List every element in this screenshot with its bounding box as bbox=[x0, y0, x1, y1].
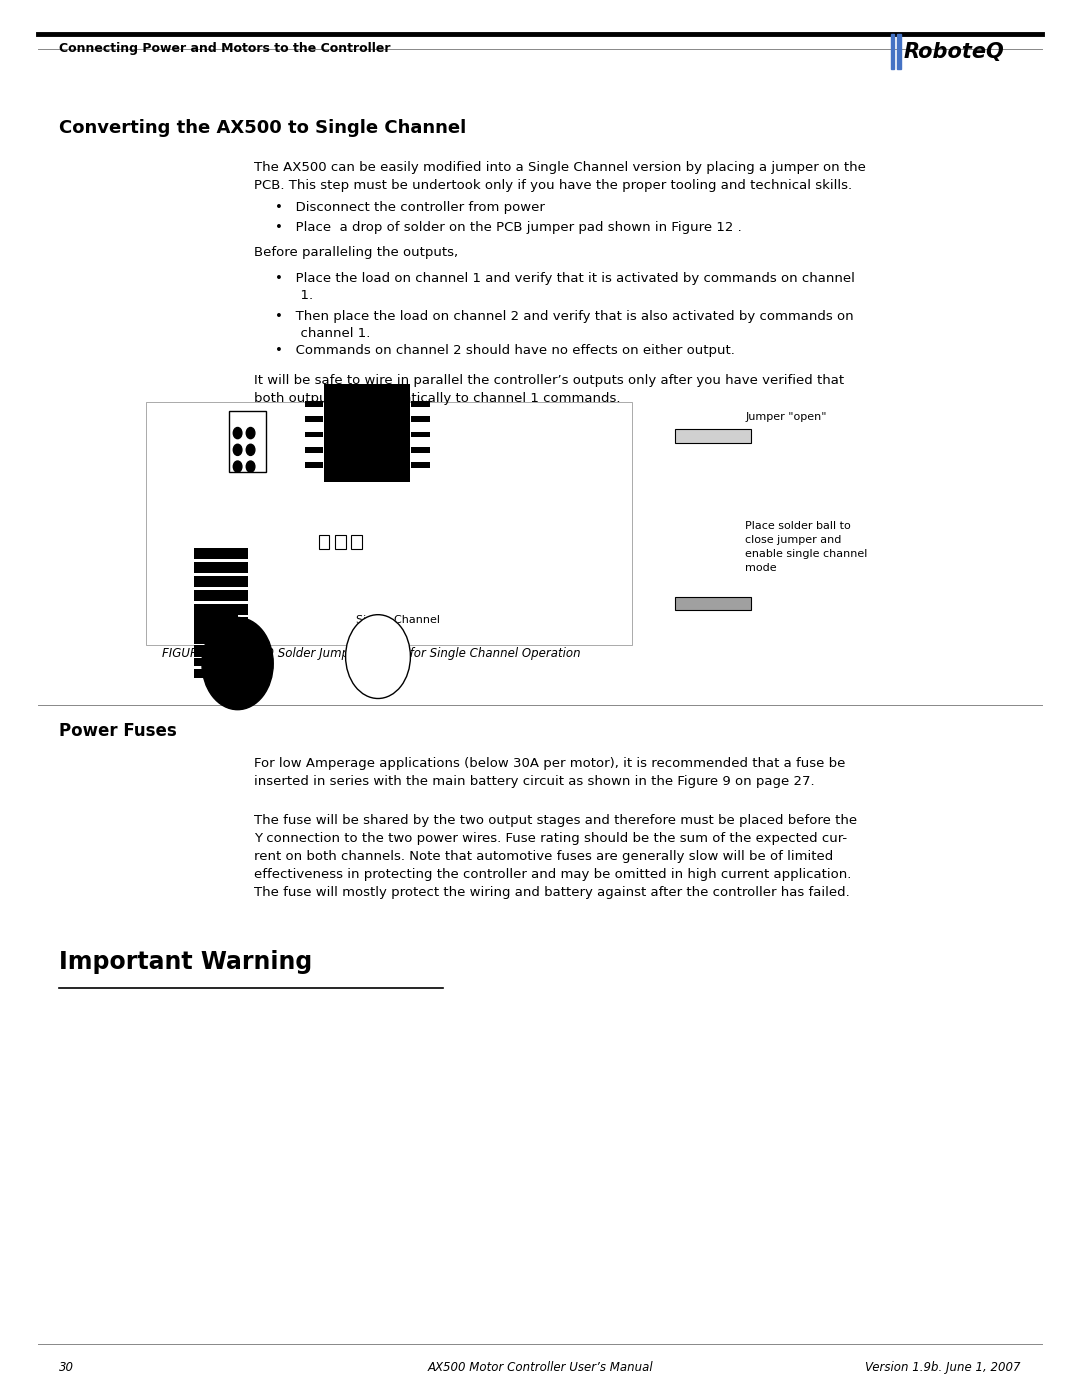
Text: Connecting Power and Motors to the Controller: Connecting Power and Motors to the Contr… bbox=[59, 42, 391, 56]
Text: •   Place the load on channel 1 and verify that it is activated by commands on c: • Place the load on channel 1 and verify… bbox=[275, 272, 855, 302]
Circle shape bbox=[246, 461, 255, 472]
Text: AX500 Motor Controller User’s Manual: AX500 Motor Controller User’s Manual bbox=[428, 1361, 652, 1373]
Bar bbox=[194, 576, 248, 587]
Bar bbox=[891, 35, 894, 68]
Bar bbox=[411, 462, 430, 468]
Bar bbox=[351, 535, 362, 549]
Bar bbox=[194, 548, 248, 559]
Bar bbox=[319, 535, 329, 549]
Circle shape bbox=[346, 615, 410, 698]
Bar bbox=[194, 645, 248, 657]
Bar bbox=[194, 624, 238, 633]
Bar bbox=[305, 432, 323, 437]
Text: Jumper "open": Jumper "open" bbox=[745, 412, 826, 422]
Text: RoboteQ: RoboteQ bbox=[904, 42, 1004, 61]
Bar bbox=[675, 597, 751, 610]
Bar bbox=[411, 432, 430, 437]
Bar bbox=[305, 401, 323, 407]
Bar bbox=[194, 590, 248, 601]
Text: Version 1.9b. June 1, 2007: Version 1.9b. June 1, 2007 bbox=[865, 1361, 1021, 1373]
Text: Before paralleling the outputs,: Before paralleling the outputs, bbox=[254, 246, 458, 258]
Bar bbox=[305, 416, 323, 422]
Text: Power Fuses: Power Fuses bbox=[59, 722, 177, 740]
Bar bbox=[411, 447, 430, 453]
FancyBboxPatch shape bbox=[146, 402, 632, 645]
Circle shape bbox=[233, 444, 242, 455]
Text: Single Channel: Single Channel bbox=[356, 615, 441, 624]
Text: Important Warning: Important Warning bbox=[59, 950, 312, 974]
Text: It will be safe to wire in parallel the controller’s outputs only after you have: It will be safe to wire in parallel the … bbox=[254, 374, 843, 405]
Circle shape bbox=[202, 617, 273, 710]
Bar bbox=[194, 562, 248, 573]
Bar bbox=[194, 669, 238, 678]
Circle shape bbox=[246, 427, 255, 439]
Bar bbox=[229, 411, 266, 472]
Bar bbox=[335, 535, 346, 549]
Text: 30: 30 bbox=[59, 1361, 75, 1373]
Bar bbox=[194, 617, 248, 629]
Bar bbox=[194, 631, 248, 643]
Text: •   Commands on channel 2 should have no effects on either output.: • Commands on channel 2 should have no e… bbox=[275, 344, 735, 356]
Text: •   Then place the load on channel 2 and verify that is also activated by comman: • Then place the load on channel 2 and v… bbox=[275, 310, 854, 339]
Bar bbox=[897, 35, 901, 68]
Bar bbox=[305, 462, 323, 468]
Bar bbox=[194, 647, 238, 655]
Bar bbox=[194, 658, 238, 666]
Text: •   Disconnect the controller from power: • Disconnect the controller from power bbox=[275, 201, 545, 214]
Text: For low Amperage applications (below 30A per motor), it is recommended that a fu: For low Amperage applications (below 30A… bbox=[254, 757, 846, 788]
Bar bbox=[324, 384, 410, 482]
Text: The fuse will be shared by the two output stages and therefore must be placed be: The fuse will be shared by the two outpu… bbox=[254, 814, 856, 900]
Circle shape bbox=[233, 461, 242, 472]
Text: •   Place  a drop of solder on the PCB jumper pad shown in Figure 12 .: • Place a drop of solder on the PCB jump… bbox=[275, 221, 742, 233]
Circle shape bbox=[233, 427, 242, 439]
Circle shape bbox=[246, 444, 255, 455]
Bar bbox=[411, 416, 430, 422]
Bar bbox=[194, 613, 238, 622]
Bar bbox=[411, 401, 430, 407]
Text: Place solder ball to
close jumper and
enable single channel
mode: Place solder ball to close jumper and en… bbox=[745, 521, 867, 573]
Bar bbox=[305, 447, 323, 453]
Text: FIGURE 12.  AX500 Solder Jumper setting for Single Channel Operation: FIGURE 12. AX500 Solder Jumper setting f… bbox=[162, 647, 581, 659]
Bar bbox=[194, 636, 238, 644]
Bar bbox=[675, 429, 751, 443]
Text: Converting the AX500 to Single Channel: Converting the AX500 to Single Channel bbox=[59, 119, 467, 137]
Bar bbox=[194, 604, 248, 615]
Text: The AX500 can be easily modified into a Single Channel version by placing a jump: The AX500 can be easily modified into a … bbox=[254, 161, 866, 191]
